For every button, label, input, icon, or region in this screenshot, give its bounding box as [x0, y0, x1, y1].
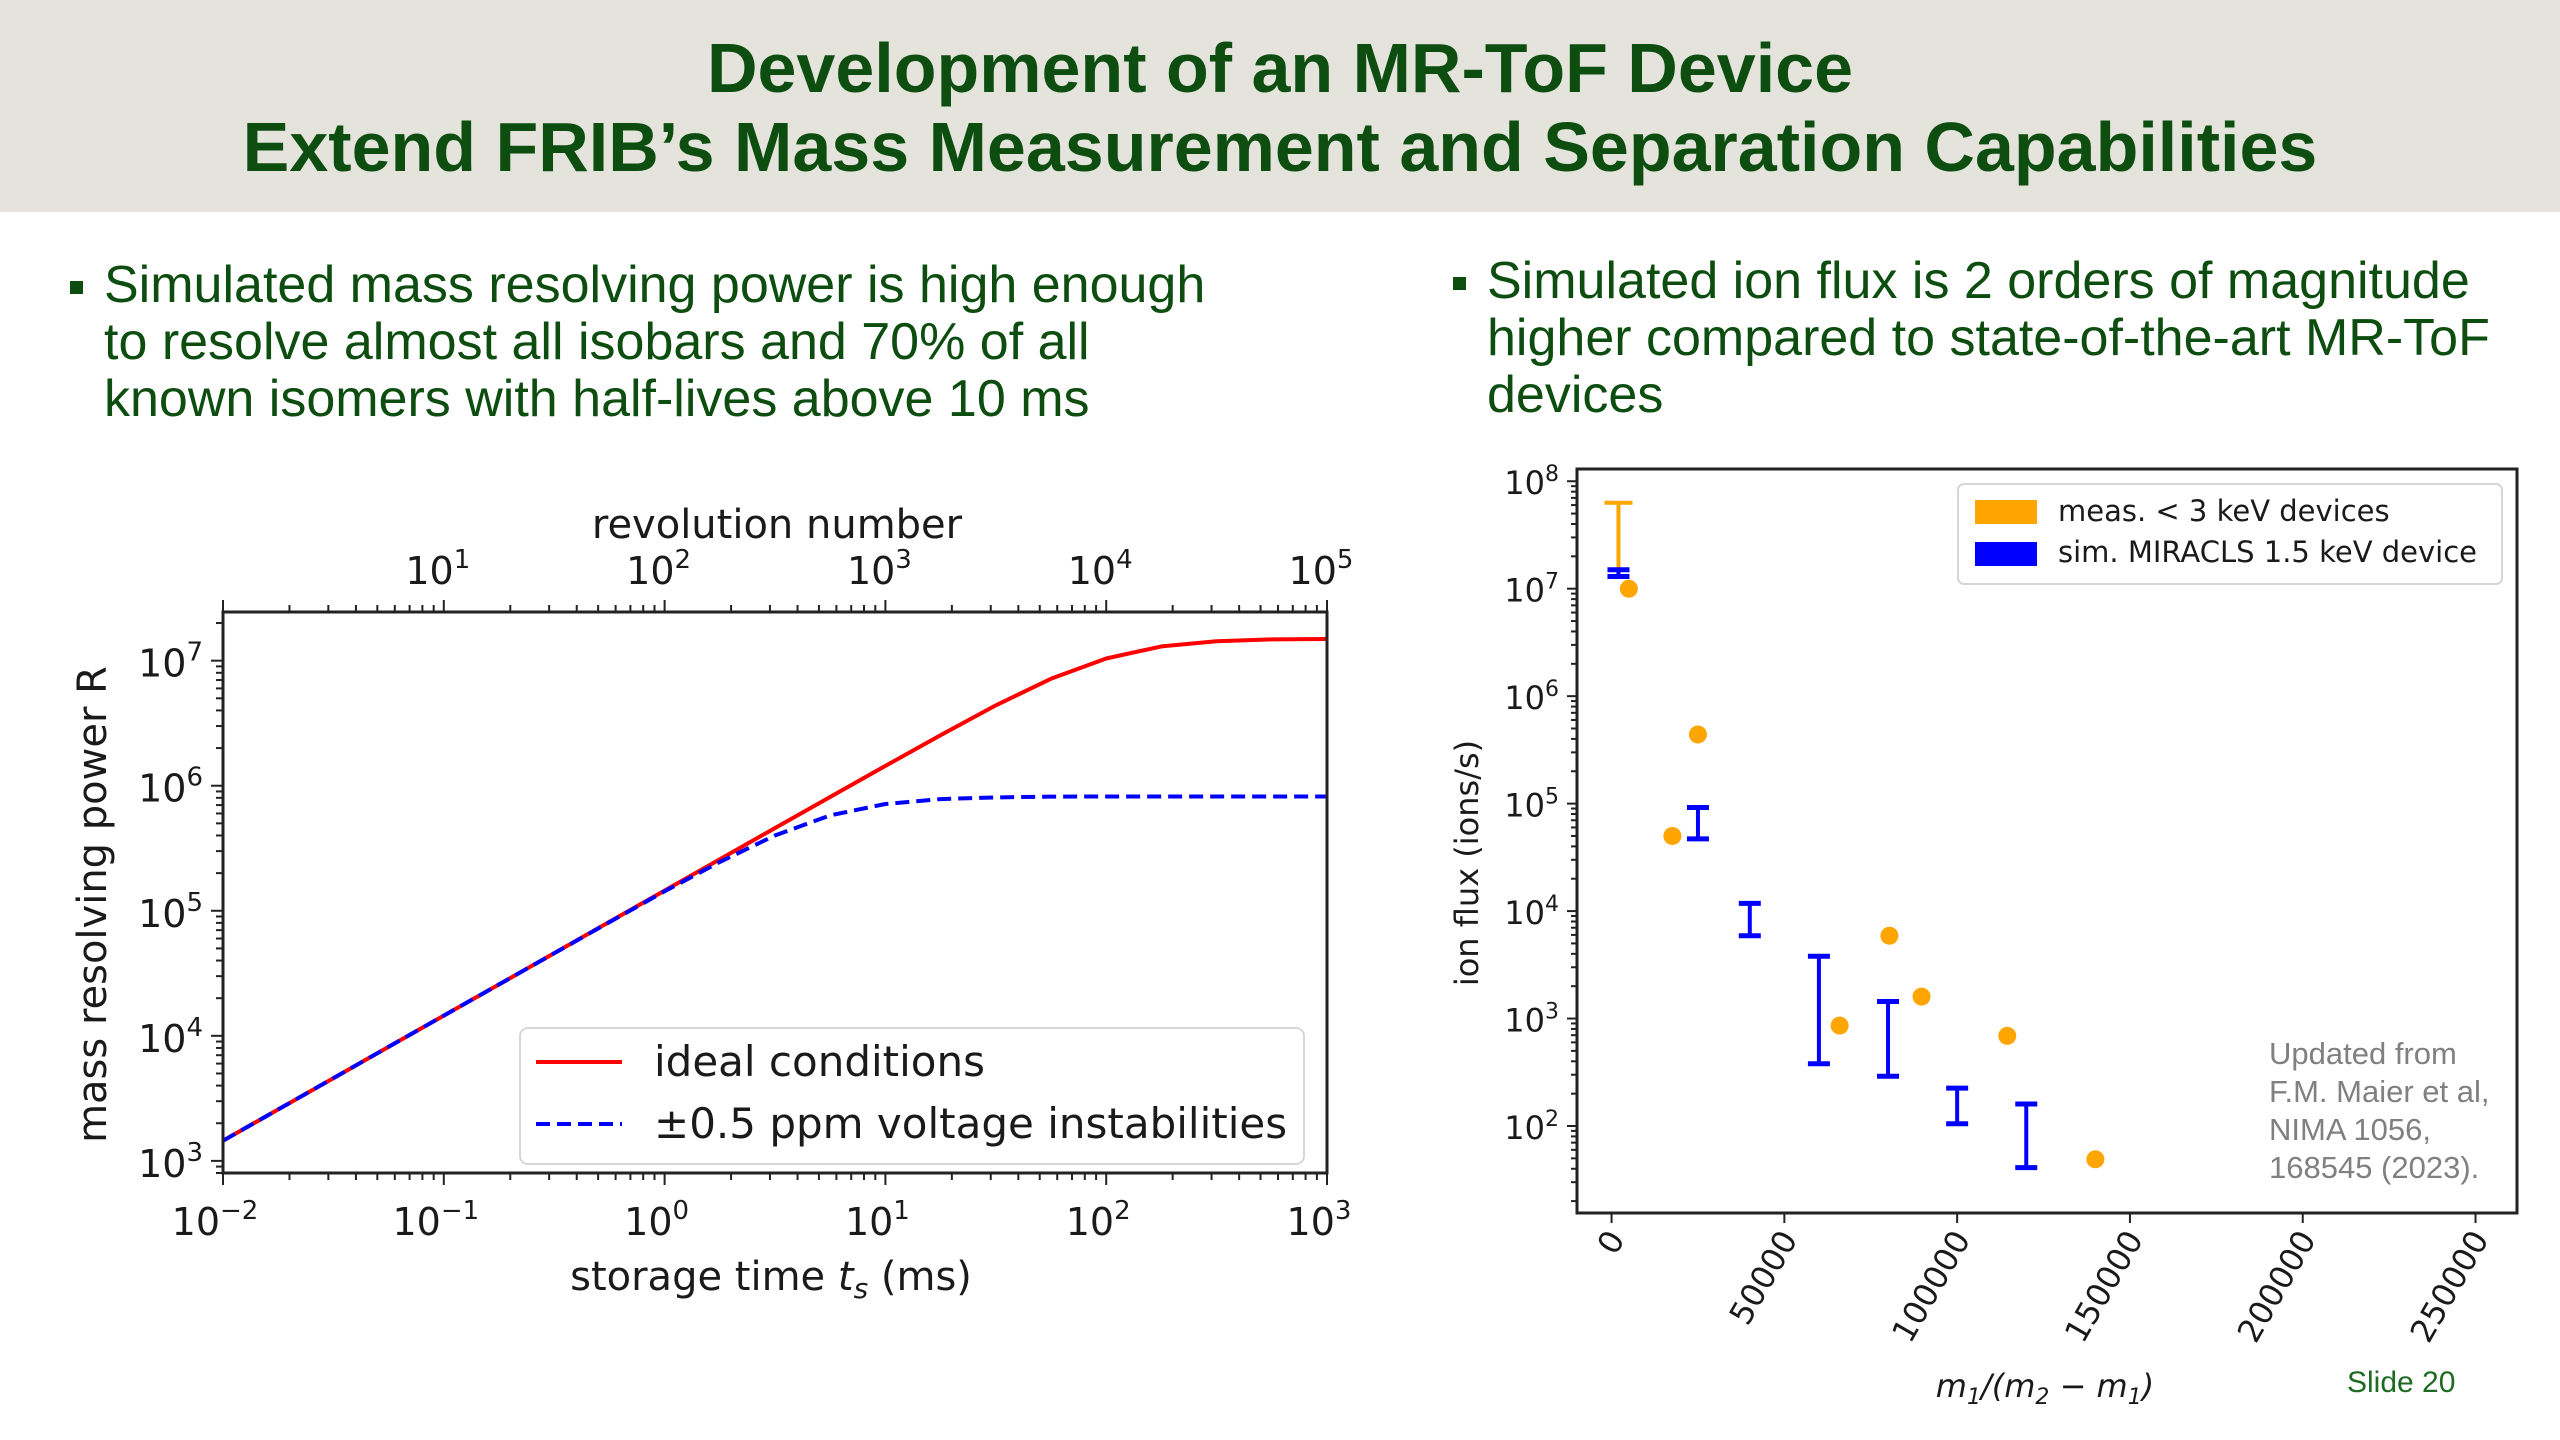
reference-note-line: F.M. Maier et al,	[2269, 1074, 2490, 1109]
x-tick-label: 101	[845, 1196, 910, 1244]
resolving-power-plot-area: 10−2 10−1 100 101 102 103 103 104 105 106 107 101 10…	[138, 545, 1353, 1244]
legend-label-measured: meas. < 3 keV devices	[2058, 494, 2390, 528]
top-tick-label: 101	[405, 545, 470, 593]
legend-label-unstable: ±0.5 ppm voltage instabilities	[654, 1099, 1287, 1148]
legend-swatch-simulated	[1975, 542, 2037, 566]
top-tick-label: 104	[1068, 545, 1133, 593]
bullet-square-icon	[1453, 277, 1466, 290]
y-tick-label: 102	[1504, 1107, 1559, 1147]
measured-point	[1619, 579, 1638, 598]
right-bullet-line: higher compared to state-of-the-art MR-T…	[1487, 309, 2490, 367]
x-axis-label: m1/(m2 − m1)	[1936, 1367, 2154, 1410]
bullet-square-icon	[70, 281, 83, 294]
legend-label-ideal: ideal conditions	[654, 1037, 985, 1086]
y-tick-label: 106	[138, 763, 203, 811]
plot-frame	[1575, 467, 2519, 1215]
y-tick-label: 104	[1504, 892, 1559, 932]
reference-note-line: Updated from	[2269, 1036, 2457, 1071]
top-axis-label: revolution number	[592, 502, 963, 548]
x-tick-label: 0	[1589, 1224, 1632, 1261]
legend-label-simulated: sim. MIRACLS 1.5 keV device	[2058, 535, 2477, 569]
plot-frame	[221, 610, 1329, 1175]
measured-point	[1663, 826, 1682, 845]
x-tick-label: 50000	[1721, 1224, 1805, 1331]
x-tick-label: 102	[1066, 1196, 1131, 1244]
y-tick-label: 104	[138, 1013, 203, 1061]
title-banner: Development of an MR-ToF Device Extend F…	[0, 0, 2560, 212]
x-tick-label: 103	[1287, 1196, 1352, 1244]
measured-point	[1830, 1016, 1849, 1035]
x-axis-label-var: t	[838, 1254, 855, 1300]
x-axis-label-unit: (ms)	[868, 1254, 972, 1300]
measured-point	[1998, 1026, 2017, 1045]
reference-note: Updated from F.M. Maier et al, NIMA 1056…	[2269, 1035, 2490, 1187]
y-tick-label: 107	[138, 638, 203, 686]
y-tick-label: 108	[1504, 462, 1559, 502]
legend-frame	[519, 1027, 1305, 1165]
ion-flux-plot-area: 102 103 104 105 106 107 108 0 50000 100000 150000 2…	[1504, 462, 2519, 1349]
legend-frame	[1957, 483, 2503, 585]
x-tick-label: 10−1	[392, 1196, 479, 1244]
slide-title-line-1: Development of an MR-ToF Device	[706, 29, 1854, 107]
voltage-instability-line	[222, 794, 1327, 1143]
y-tick-label: 103	[1504, 1000, 1559, 1040]
y-tick-label: 103	[138, 1138, 203, 1186]
y-tick-label: 105	[138, 888, 203, 936]
reference-note-line: 168545 (2023).	[2269, 1150, 2480, 1185]
y-tick-label: 105	[1504, 785, 1559, 825]
x-tick-label: 100000	[1884, 1224, 1978, 1349]
y-tick-label: 106	[1504, 677, 1559, 717]
measured-point	[1688, 725, 1707, 744]
x-tick-label: 100	[624, 1196, 689, 1244]
left-bullet-line: to resolve almost all isobars and 70% of…	[104, 313, 1090, 371]
x-axis-label-text: storage time	[570, 1254, 838, 1300]
right-bullet-line: Simulated ion flux is 2 orders of magnit…	[1487, 252, 2470, 310]
left-bullet-line: known isomers with half-lives above 10 m…	[104, 370, 1090, 428]
legend-swatch-measured	[1975, 500, 2037, 524]
top-tick-label: 105	[1289, 545, 1354, 593]
y-tick-label: 107	[1504, 570, 1559, 610]
left-bullet-line: Simulated mass resolving power is high e…	[104, 256, 1206, 314]
x-axis-label-sub: s	[854, 1272, 869, 1305]
reference-note-line: NIMA 1056,	[2269, 1112, 2431, 1147]
right-bullet: Simulated ion flux is 2 orders of magnit…	[1453, 253, 2490, 424]
x-tick-label: 200000	[2230, 1224, 2324, 1349]
left-bullet: Simulated mass resolving power is high e…	[70, 257, 1205, 428]
x-axis-label: storage time ts (ms)	[570, 1254, 972, 1305]
top-tick-label: 103	[847, 545, 912, 593]
slide-number: Slide 20	[2347, 1366, 2456, 1399]
top-tick-label: 102	[626, 545, 691, 593]
measured-point	[1880, 926, 1899, 945]
measured-point	[1912, 987, 1931, 1006]
ion-flux-legend: meas. < 3 keV devices sim. MIRACLS 1.5 k…	[1957, 483, 2503, 585]
x-tick-label: 10−2	[172, 1196, 259, 1244]
slide-title-line-2: Extend FRIB’s Mass Measurement and Separ…	[242, 108, 2318, 186]
y-axis-label: mass resolving power R	[70, 666, 116, 1143]
x-tick-label: 250000	[2402, 1224, 2496, 1349]
x-tick-label: 150000	[2057, 1224, 2151, 1349]
right-bullet-line: devices	[1487, 366, 1664, 424]
y-axis-label: ion flux (ions/s)	[1448, 740, 1486, 986]
measured-point	[2086, 1150, 2105, 1169]
resolving-power-legend: ideal conditions ±0.5 ppm voltage instab…	[519, 1027, 1305, 1165]
